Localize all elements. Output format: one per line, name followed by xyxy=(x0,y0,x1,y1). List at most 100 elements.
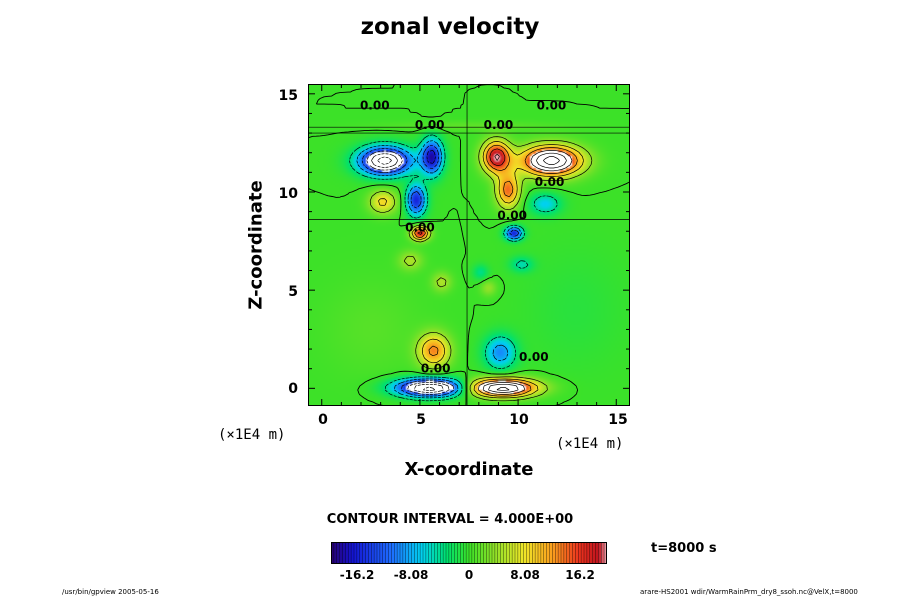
colorbar-swatch xyxy=(526,542,530,564)
colorbar-swatch xyxy=(420,542,424,564)
colorbar-swatch xyxy=(584,542,588,564)
colorbar-swatch xyxy=(437,542,441,564)
colorbar-swatch xyxy=(391,542,395,564)
colorbar-swatch xyxy=(517,542,522,564)
contour-line xyxy=(308,84,630,406)
colorbar-swatch xyxy=(446,542,450,564)
colorbar-swatch xyxy=(448,542,453,564)
colorbar-swatch xyxy=(561,542,565,564)
colorbar-swatch xyxy=(440,542,444,564)
colorbar-swatch xyxy=(385,542,389,564)
colorbar-swatch xyxy=(388,542,392,564)
x-tick-label: 5 xyxy=(416,412,426,428)
colorbar-swatch xyxy=(411,542,415,564)
colorbar-swatch xyxy=(365,542,369,564)
y-tick-label: 5 xyxy=(288,284,298,300)
colorbar-swatch xyxy=(538,542,542,564)
colorbar-swatch xyxy=(563,542,568,564)
time-label: t=8000 s xyxy=(651,541,717,556)
x-tick-label: 15 xyxy=(608,412,628,428)
colorbar-swatch xyxy=(371,542,375,564)
contour-label: 0.00 xyxy=(421,362,451,376)
footer-left: /usr/bin/gpview 2005-05-16 xyxy=(62,588,159,596)
contour-line xyxy=(356,140,522,399)
contour-line xyxy=(496,156,560,391)
colorbar-swatch xyxy=(477,542,481,564)
colorbar-swatch xyxy=(558,542,562,564)
colorbar-swatch xyxy=(512,542,516,564)
y-tick-label: 0 xyxy=(288,381,298,397)
colorbar-swatch xyxy=(333,542,338,564)
colorbar-swatch xyxy=(520,542,524,564)
colorbar-swatch xyxy=(486,542,490,564)
colorbar-tick-label: 8.08 xyxy=(510,568,540,582)
colorbar-swatch xyxy=(604,542,607,564)
colorbar-swatch xyxy=(471,542,476,564)
colorbar-frame xyxy=(331,542,607,564)
colorbar xyxy=(331,542,607,564)
colorbar-swatch xyxy=(356,542,361,564)
colorbar-swatch xyxy=(362,542,366,564)
colorbar-swatch xyxy=(506,542,510,564)
colorbar-swatch xyxy=(434,542,438,564)
contour-line xyxy=(366,150,450,395)
colorbar-swatch xyxy=(342,542,346,564)
colorbar-swatch xyxy=(515,542,519,564)
colorbar-swatch xyxy=(331,542,335,564)
contour-line xyxy=(414,144,578,397)
colorbar-swatches xyxy=(331,542,607,564)
colorbar-swatch xyxy=(417,542,421,564)
z-unit-label: (×1E4 m) xyxy=(218,427,286,443)
colorbar-swatch xyxy=(408,542,412,564)
axis-ticks xyxy=(308,84,630,406)
contour-label: 0.00 xyxy=(360,99,390,113)
colorbar-swatch xyxy=(451,542,455,564)
colorbar-swatch xyxy=(549,542,553,564)
colorbar-swatch xyxy=(339,542,343,564)
colorbar-swatch xyxy=(394,542,398,564)
contour-label: 0.00 xyxy=(415,118,445,132)
colorbar-swatch xyxy=(377,542,381,564)
colorbar-swatch xyxy=(463,542,467,564)
colorbar-swatch xyxy=(552,542,556,564)
contour-line xyxy=(369,136,593,402)
colorbar-swatch xyxy=(400,542,404,564)
colorbar-swatch xyxy=(497,542,501,564)
contour-label: 0.00 xyxy=(535,175,565,189)
colorbar-swatch xyxy=(402,542,407,564)
colorbar-swatch xyxy=(480,542,484,564)
x-unit-label: (×1E4 m) xyxy=(556,436,624,452)
colorbar-swatch xyxy=(569,542,573,564)
colorbar-swatch xyxy=(592,542,596,564)
contour-line xyxy=(488,152,567,393)
colorbar-swatch xyxy=(601,542,605,564)
contour-line xyxy=(371,153,444,393)
colorbar-swatch xyxy=(483,542,487,564)
colorbar-tick-label: 16.2 xyxy=(565,568,595,582)
colorbar-swatch xyxy=(379,542,384,564)
contour-lines xyxy=(308,84,630,406)
colorbar-swatch xyxy=(586,542,591,564)
contour-plot: 0.00 0.00 0.00 0.00 0.00 0.00 0.00 0.00 0.00 xyxy=(308,84,630,406)
colorbar-swatch xyxy=(535,542,539,564)
colorbar-swatch xyxy=(425,542,430,564)
colorbar-swatch xyxy=(469,542,473,564)
colorbar-swatch xyxy=(575,542,579,564)
colorbar-swatch xyxy=(354,542,358,564)
contour-line xyxy=(417,148,573,395)
colorbar-swatch xyxy=(443,542,447,564)
colorbar-swatch xyxy=(578,542,582,564)
colorbar-swatch xyxy=(555,542,559,564)
contour-label: 0.00 xyxy=(484,118,514,132)
colorbar-swatch xyxy=(598,542,602,564)
contour-label: 0.00 xyxy=(537,99,567,113)
contour-labels: 0.00 0.00 0.00 0.00 0.00 0.00 0.00 0.00 0.00 xyxy=(360,99,566,376)
contour-line xyxy=(349,134,558,402)
colorbar-swatch xyxy=(532,542,536,564)
colorbar-swatch xyxy=(572,542,576,564)
colorbar-swatch xyxy=(368,542,372,564)
colorbar-swatch xyxy=(397,542,401,564)
colorbar-swatch xyxy=(351,542,355,564)
colorbar-swatch xyxy=(581,542,585,564)
chart-title: zonal velocity xyxy=(360,14,540,40)
